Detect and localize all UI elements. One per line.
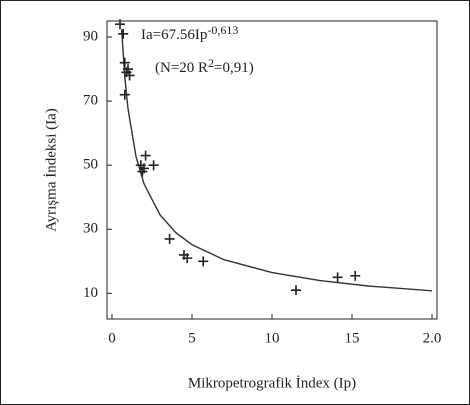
data-point — [291, 285, 301, 296]
annotation-exponent: -0,613 — [207, 23, 238, 37]
y-tick-label: 10 — [83, 285, 98, 301]
annotation-text: (N=20 R — [155, 60, 208, 76]
data-point — [198, 256, 209, 267]
y-tick-label: 50 — [83, 157, 98, 173]
x-axis-label: Mikropetrografik İndex (Ip) — [188, 375, 356, 391]
data-point — [139, 163, 149, 174]
annotation-text: =0,91) — [214, 60, 254, 76]
data-point — [350, 270, 361, 281]
fit-curve — [120, 29, 433, 292]
annotation: (N=20 R2=0,91) — [155, 56, 254, 77]
annotation: Ia=67.56Ip-0,613 — [141, 23, 238, 44]
data-point — [148, 160, 159, 171]
y-tick-label: 70 — [83, 93, 98, 109]
data-point — [164, 233, 175, 244]
x-tick-label: 0 — [108, 330, 116, 346]
x-tick-label: 5 — [188, 330, 196, 346]
y-axis-label: Ayrışma İndeksi (Ia) — [43, 108, 59, 232]
data-point — [118, 28, 129, 39]
x-tick-label: 15 — [345, 330, 360, 346]
data-point — [182, 253, 193, 264]
annotation-text: Ia=67.56Ip — [141, 27, 207, 43]
data-point — [123, 64, 133, 75]
x-tick-label: 10 — [265, 330, 280, 346]
x-tick-label: 2.0 — [423, 330, 442, 346]
annotation-exponent: 2 — [208, 56, 214, 70]
y-tick-label: 90 — [83, 28, 98, 44]
data-point — [140, 150, 151, 161]
data-point — [124, 70, 135, 81]
data-point — [115, 19, 125, 30]
data-point — [332, 272, 343, 283]
data-point — [119, 57, 130, 68]
y-tick-label: 30 — [83, 221, 98, 237]
data-point — [119, 89, 130, 100]
